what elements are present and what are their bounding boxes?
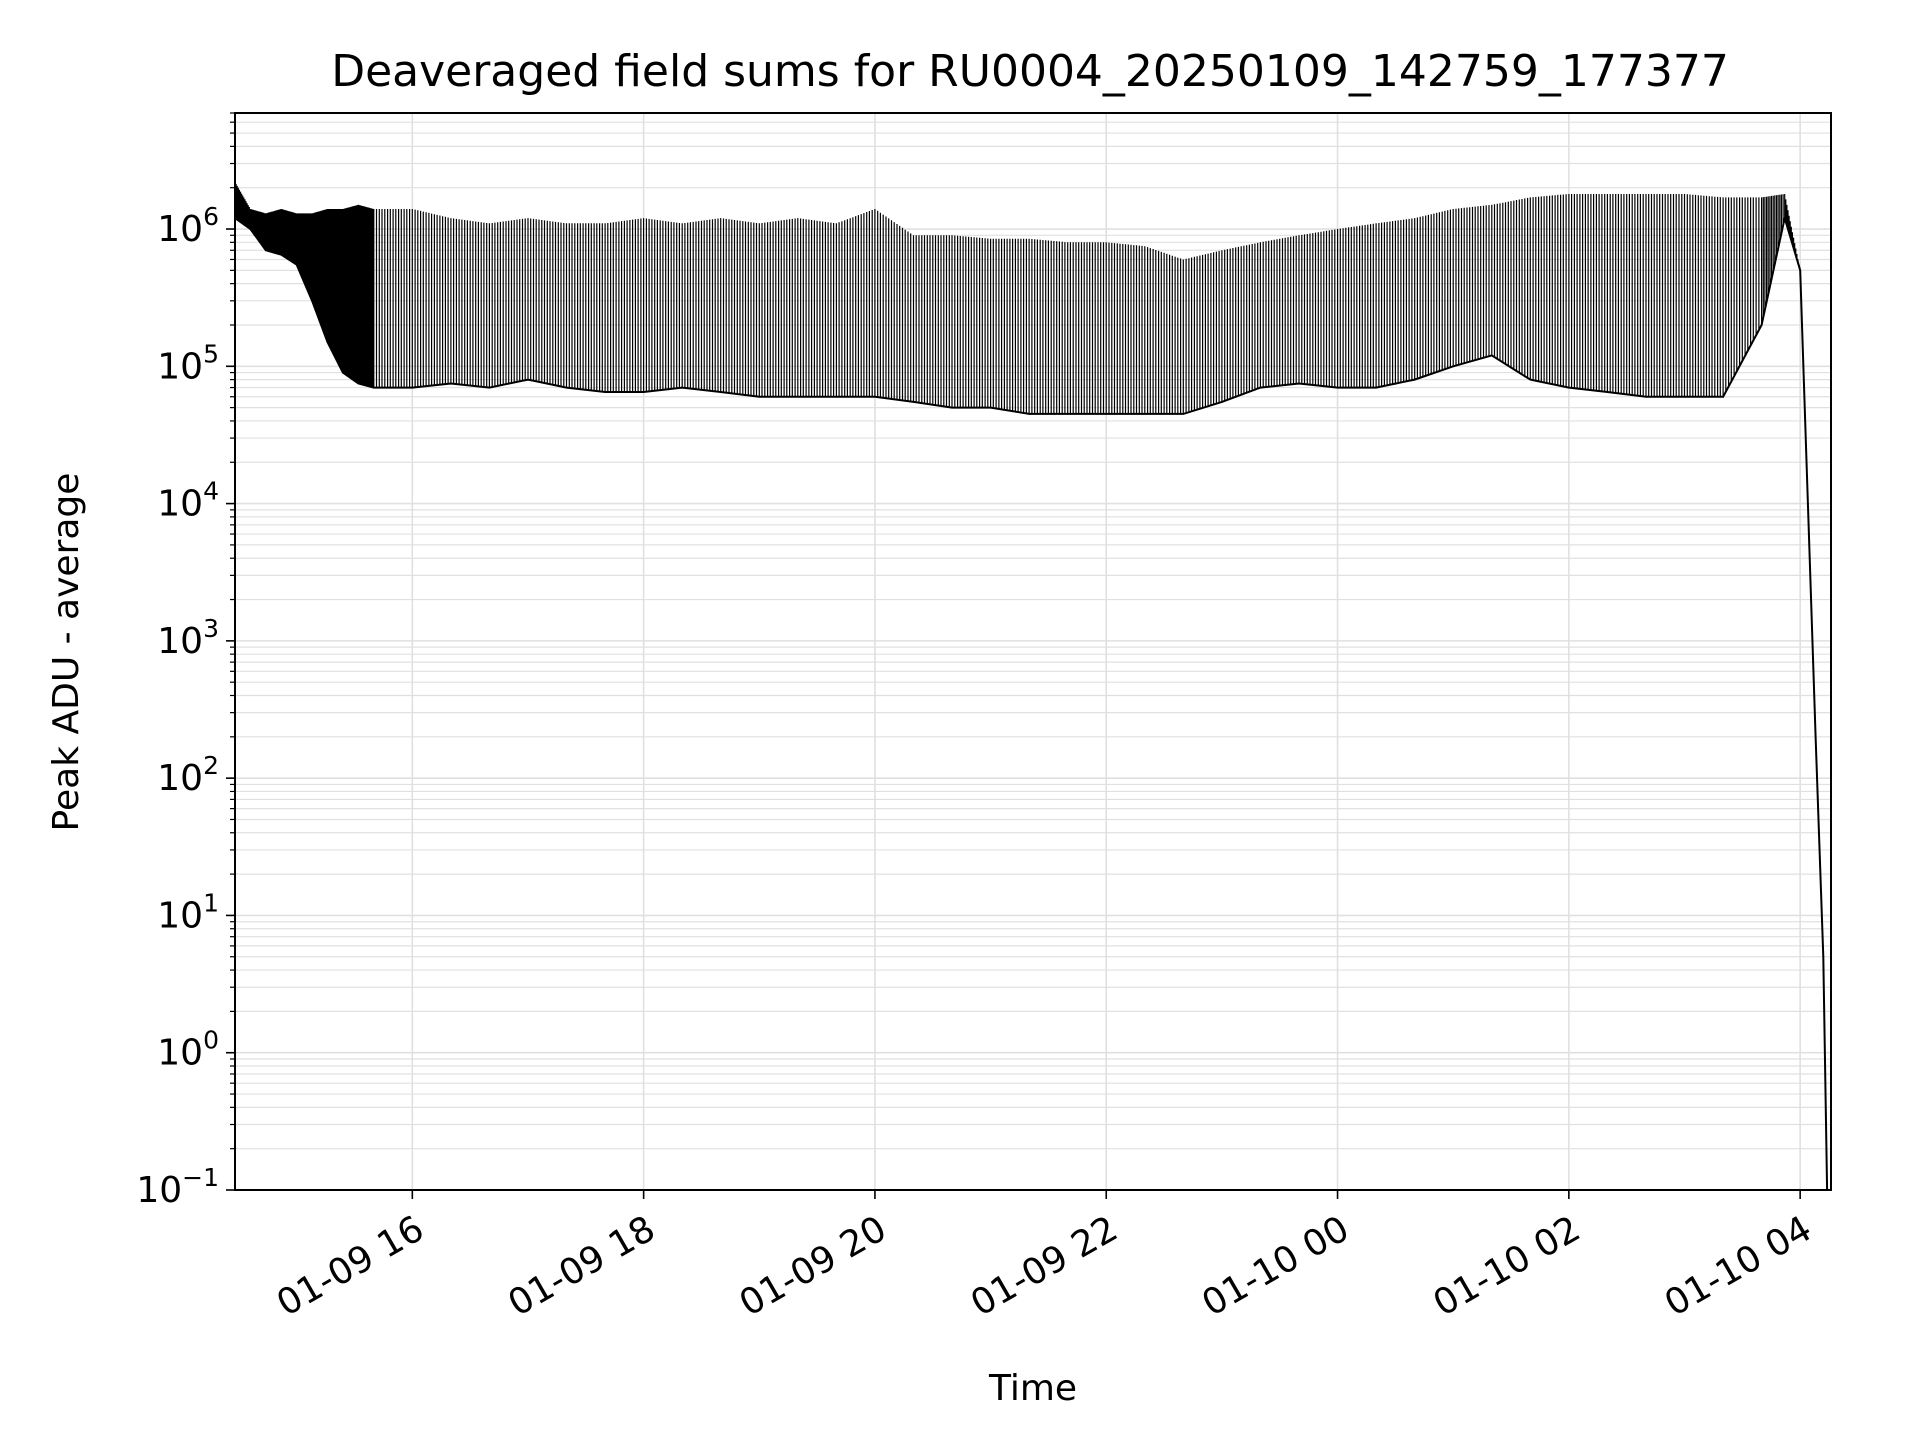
- data-point: [1452, 365, 1454, 368]
- y-tick-label: 102: [157, 751, 219, 799]
- data-point: [280, 253, 283, 256]
- data-point: [295, 263, 298, 266]
- data-point: [989, 406, 992, 409]
- y-tick-label: 106: [157, 202, 219, 250]
- data-point: [1491, 354, 1493, 357]
- data-point: [1783, 217, 1786, 219]
- data-point: [311, 300, 313, 302]
- data-point: [1144, 413, 1146, 415]
- data-point: [1182, 413, 1185, 415]
- data-point: [488, 386, 491, 389]
- data-point: [265, 249, 267, 252]
- x-axis-label: Time: [988, 1368, 1077, 1409]
- data-point: [951, 406, 953, 409]
- data-point: [719, 391, 722, 393]
- data-point: [342, 371, 344, 374]
- grid: [235, 112, 1831, 1191]
- data-point: [249, 228, 252, 230]
- data-point: [1028, 413, 1030, 415]
- data-point: [1066, 413, 1069, 415]
- chart-title: Deaveraged field sums for RU0004_2025010…: [331, 46, 1729, 97]
- data-point: [1221, 401, 1223, 403]
- data-point: [835, 396, 838, 398]
- data-point: [797, 396, 799, 398]
- series-line: [234, 217, 1829, 1191]
- data-point: [604, 391, 606, 393]
- data-point: [1760, 324, 1763, 326]
- data-point: [1683, 396, 1686, 398]
- data-point: [1814, 736, 1817, 738]
- plot-frame: [234, 112, 1832, 1191]
- data-series: [234, 182, 1829, 1191]
- data-point: [1375, 386, 1377, 389]
- data-point: [326, 341, 329, 343]
- data-point: [357, 382, 360, 385]
- y-tick-label: 103: [157, 614, 219, 662]
- data-point: [681, 386, 683, 389]
- data-point: [1606, 391, 1609, 393]
- y-tick-label: 10−1: [136, 1163, 219, 1211]
- data-point: [874, 396, 876, 398]
- data-point: [1807, 502, 1809, 505]
- data-point: [1336, 386, 1339, 389]
- data-point: [527, 378, 529, 381]
- data-point: [565, 386, 568, 389]
- data-point: [1105, 413, 1107, 415]
- data-point: [1298, 382, 1300, 385]
- data-point: [758, 396, 761, 398]
- data-point: [1413, 378, 1416, 381]
- data-point: [450, 382, 452, 385]
- data-point: [373, 386, 375, 389]
- y-tick-label: 104: [157, 477, 219, 525]
- y-tick-label: 101: [157, 888, 219, 936]
- y-tick-label: 100: [157, 1026, 219, 1074]
- data-point: [642, 391, 645, 393]
- data-point: [1529, 378, 1532, 381]
- data-point: [1645, 396, 1647, 398]
- data-point: [1822, 956, 1825, 958]
- y-axis-label: Peak ADU - average: [46, 473, 87, 832]
- data-point: [1722, 396, 1724, 398]
- data-point: [1259, 386, 1262, 389]
- y-tick-label: 105: [157, 339, 219, 387]
- data-point: [411, 386, 414, 389]
- data-point: [1799, 269, 1801, 272]
- data-point: [912, 401, 915, 403]
- data-point: [1568, 386, 1570, 389]
